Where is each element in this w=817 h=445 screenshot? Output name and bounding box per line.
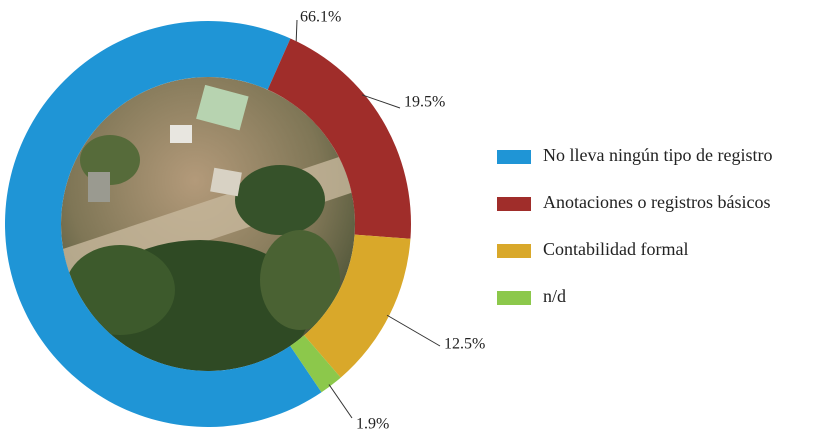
leader-line [361,94,401,109]
legend-label: Contabilidad formal [543,239,688,259]
legend-label: Anotaciones o registros básicos [543,192,770,212]
donut-segment [267,38,412,239]
legend: No lleva ningún tipo de registro Anotacio… [497,145,772,306]
legend-swatch [497,150,531,164]
donut: 66.1% 19.5% 12.5% 1.9% [4,9,485,433]
legend-swatch [497,291,531,305]
value-label: 66.1% [300,9,341,26]
donut-segment [304,234,411,378]
leader-line [386,314,441,347]
donut-segment [4,20,322,428]
value-label: 1.9% [356,416,389,433]
leader-line [328,384,353,419]
value-label: 19.5% [404,94,445,111]
legend-swatch [497,197,531,211]
value-label: 12.5% [444,336,485,353]
legend-label: No lleva ningún tipo de registro [543,145,772,165]
legend-label: n/d [543,286,566,306]
donut-segment [290,335,341,393]
legend-swatch [497,244,531,258]
leader-line [295,19,298,44]
center-photo [61,77,355,371]
